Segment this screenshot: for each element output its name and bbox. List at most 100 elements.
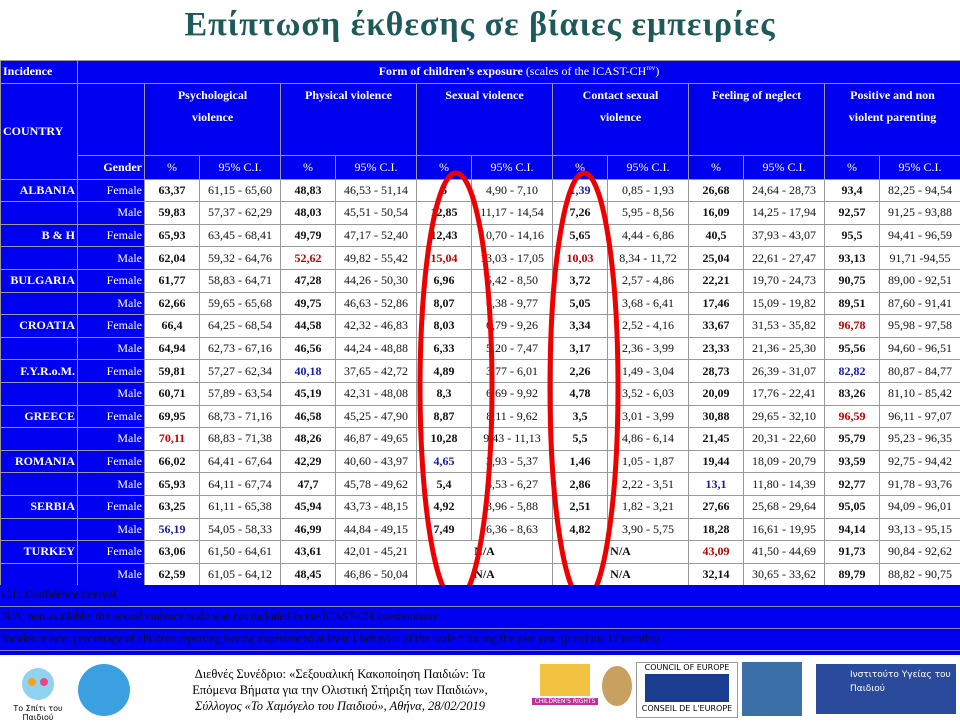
percent-cell: 4,82 <box>553 518 608 541</box>
percent-cell: 47,7 <box>281 473 336 496</box>
percent-cell: 90,75 <box>825 269 880 292</box>
ci-cell: 91,71 -94,55 <box>880 247 960 270</box>
ci-cell: 44,26 - 50,30 <box>336 269 417 292</box>
percent-cell: 56,19 <box>145 518 200 541</box>
category-header: Sexual violence <box>417 83 553 156</box>
ci-cell: 46,86 - 50,04 <box>336 563 417 586</box>
percent-cell: 91,73 <box>825 541 880 564</box>
header-text: rev <box>646 64 655 72</box>
percent-cell: 66,02 <box>145 450 200 473</box>
title: Επίπτωση έκθεσης σε βίαιες εμπειρίες <box>0 6 960 44</box>
gender-cell: Male <box>78 518 145 541</box>
ci-cell: 61,15 - 65,60 <box>200 179 281 202</box>
country-cell: SERBIA <box>1 495 78 518</box>
ci-cell: 4,44 - 6,86 <box>608 224 689 247</box>
ci-cell: 25,68 - 29,64 <box>744 495 825 518</box>
ci-cell: 95,23 - 96,35 <box>880 428 960 451</box>
ci-cell: 64,11 - 67,74 <box>200 473 281 496</box>
percent-cell: 62,66 <box>145 292 200 315</box>
percent-cell: 89,79 <box>825 563 880 586</box>
ci-cell: 96,11 - 97,07 <box>880 405 960 428</box>
percent-cell: 95,79 <box>825 428 880 451</box>
gender-cell: Female <box>78 405 145 428</box>
ci-cell: 8,34 - 11,72 <box>608 247 689 270</box>
country: TURKEY <box>24 544 75 558</box>
percent-cell: 63,25 <box>145 495 200 518</box>
pct-header: % <box>553 156 608 179</box>
percent-cell: 8,07 <box>417 292 472 315</box>
percent-cell: 8,03 <box>417 315 472 338</box>
ci-header: 95% C.I. <box>744 156 825 179</box>
percent-cell: 6,33 <box>417 337 472 360</box>
ci-cell: 90,84 - 92,62 <box>880 541 960 564</box>
percent-cell: N/A <box>417 541 553 564</box>
percent-cell: 93,13 <box>825 247 880 270</box>
percent-cell: 27,66 <box>689 495 744 518</box>
ci-cell: 94,41 - 96,59 <box>880 224 960 247</box>
ci-cell: 42,32 - 46,83 <box>336 315 417 338</box>
percent-cell: 7,26 <box>553 202 608 225</box>
footer-text: Διεθνές Συνέδριο: «Σεξουαλική Κακοποίηση… <box>160 666 520 714</box>
percent-cell: 13,1 <box>689 473 744 496</box>
ci-cell: 37,93 - 43,07 <box>744 224 825 247</box>
percent-cell: 64,94 <box>145 337 200 360</box>
ci-cell: 80,87 - 84,77 <box>880 360 960 383</box>
logo <box>742 662 802 716</box>
ci-cell: 47,17 - 52,40 <box>336 224 417 247</box>
pct-header: % <box>145 156 200 179</box>
ci-cell: 58,83 - 64,71 <box>200 269 281 292</box>
country: F.Y.R.o.M. <box>20 364 75 378</box>
ci-cell: 1,49 - 3,04 <box>608 360 689 383</box>
ci-header: 95% C.I. <box>336 156 417 179</box>
gender-cell: Male <box>78 202 145 225</box>
country-cell <box>1 473 78 496</box>
pct-header: % <box>689 156 744 179</box>
percent-cell: 5,05 <box>553 292 608 315</box>
ci-cell: 91,25 - 93,88 <box>880 202 960 225</box>
gender-cell: Female <box>78 224 145 247</box>
ci-cell: 19,70 - 24,73 <box>744 269 825 292</box>
percent-cell: 49,79 <box>281 224 336 247</box>
header-cell <box>78 83 145 156</box>
percent-cell: 65,93 <box>145 224 200 247</box>
percent-cell: 10,28 <box>417 428 472 451</box>
logo: Ινστιτούτο Υγείας του Παιδιού <box>816 664 956 714</box>
percent-cell: 32,14 <box>689 563 744 586</box>
gender-cell: Female <box>78 495 145 518</box>
ci-cell: 2,22 - 3,51 <box>608 473 689 496</box>
pct-header: % <box>281 156 336 179</box>
ci-cell: 4,90 - 7,10 <box>472 179 553 202</box>
ci-cell: 9,43 - 11,13 <box>472 428 553 451</box>
ci-cell: 37,65 - 42,72 <box>336 360 417 383</box>
ci-cell: 40,60 - 43,97 <box>336 450 417 473</box>
percent-cell: 92,57 <box>825 202 880 225</box>
percent-cell: 5,4 <box>417 473 472 496</box>
ci-cell: 16,61 - 19,95 <box>744 518 825 541</box>
percent-cell: N/A <box>553 563 689 586</box>
logo <box>602 666 632 706</box>
percent-cell: 63,37 <box>145 179 200 202</box>
percent-cell: 65,93 <box>145 473 200 496</box>
percent-cell: 19,44 <box>689 450 744 473</box>
percent-cell: N/A <box>417 563 553 586</box>
logo: Το Σπίτι του Παιδιού <box>8 666 68 722</box>
percent-cell: 43,61 <box>281 541 336 564</box>
ci-cell: 42,01 - 45,21 <box>336 541 417 564</box>
ci-cell: 4,86 - 6,14 <box>608 428 689 451</box>
header-cell: COUNTRY <box>1 83 78 179</box>
gender-cell: Male <box>78 473 145 496</box>
percent-cell: 6 <box>417 179 472 202</box>
percent-cell: 89,51 <box>825 292 880 315</box>
percent-cell: 62,59 <box>145 563 200 586</box>
percent-cell: 8,87 <box>417 405 472 428</box>
percent-cell: 6,96 <box>417 269 472 292</box>
gender-cell: Female <box>78 315 145 338</box>
country: ROMANIA <box>15 454 75 468</box>
percent-cell: 2,86 <box>553 473 608 496</box>
